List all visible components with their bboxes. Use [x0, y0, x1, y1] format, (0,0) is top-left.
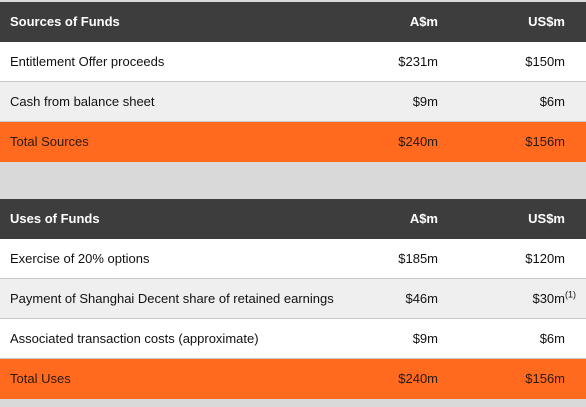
uses-header-aud: A$m — [409, 211, 438, 226]
row-label: Payment of Shanghai Decent share of reta… — [10, 291, 334, 306]
row-aud-value: $231m — [398, 54, 438, 69]
row-label: Cash from balance sheet — [10, 94, 155, 109]
total-label: Total Sources — [10, 134, 89, 149]
total-aud-value: $240m — [398, 134, 438, 149]
sources-header-label: Sources of Funds — [10, 14, 120, 29]
table-row: Associated transaction costs (approximat… — [0, 319, 586, 359]
row-aud-value: $185m — [398, 251, 438, 266]
row-aud-value: $9m — [412, 94, 438, 109]
total-aud-value: $240m — [398, 371, 438, 386]
table-row: Entitlement Offer proceeds $231m $150m — [0, 42, 586, 82]
sources-header-row: Sources of Funds A$m US$m — [0, 2, 586, 42]
row-label: Entitlement Offer proceeds — [10, 54, 165, 69]
sources-of-funds-table: Sources of Funds A$m US$m Entitlement Of… — [0, 2, 586, 162]
row-label: Associated transaction costs (approximat… — [10, 331, 259, 346]
uses-header-row: Uses of Funds A$m US$m — [0, 199, 586, 239]
row-aud-value: $9m — [412, 331, 438, 346]
total-uses-row: Total Uses $240m $156m — [0, 359, 586, 399]
row-label: Exercise of 20% options — [10, 251, 150, 266]
total-label: Total Uses — [10, 371, 71, 386]
uses-header-usd: US$m — [528, 211, 565, 226]
row-usd-value: $30m — [532, 291, 565, 306]
row-usd-value: $6m — [539, 331, 565, 346]
uses-of-funds-table: Uses of Funds A$m US$m Exercise of 20% o… — [0, 199, 586, 399]
table-row: Payment of Shanghai Decent share of reta… — [0, 279, 586, 319]
row-aud-value: $46m — [405, 291, 438, 306]
footnote-marker: (1) — [565, 289, 576, 300]
row-usd-value-with-footnote: $30m(1) — [532, 279, 576, 319]
total-usd-value: $156m — [525, 134, 565, 149]
table-row: Cash from balance sheet $9m $6m — [0, 82, 586, 122]
row-usd-value: $150m — [525, 54, 565, 69]
uses-header-label: Uses of Funds — [10, 211, 100, 226]
row-usd-value: $6m — [539, 94, 565, 109]
table-row: Exercise of 20% options $185m $120m — [0, 239, 586, 279]
total-usd-value: $156m — [525, 371, 565, 386]
sources-header-aud: A$m — [409, 14, 438, 29]
sources-header-usd: US$m — [528, 14, 565, 29]
row-usd-value: $120m — [525, 251, 565, 266]
total-sources-row: Total Sources $240m $156m — [0, 122, 586, 162]
